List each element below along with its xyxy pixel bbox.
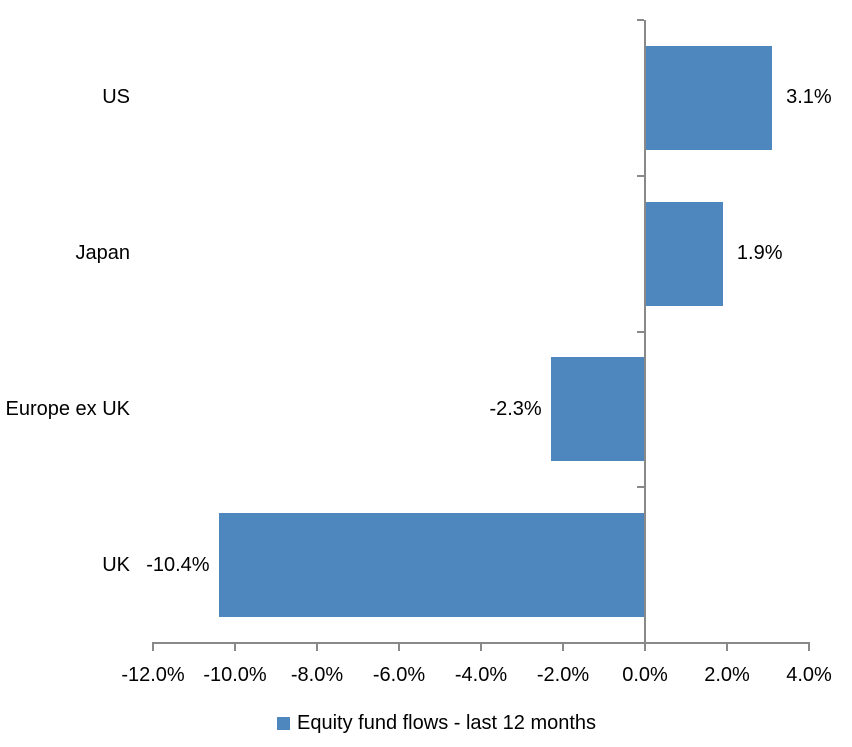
legend-marker-swatch <box>277 717 290 730</box>
bar-japan <box>645 201 723 306</box>
x-tick-label: 4.0% <box>786 664 832 686</box>
value-axis-tick <box>726 643 728 651</box>
category-axis-tick <box>637 486 644 489</box>
category-axis-tick <box>637 19 644 21</box>
value-axis-tick <box>808 643 810 651</box>
chart-legend: Equity fund flows - last 12 months <box>277 712 596 735</box>
category-axis-line <box>644 20 646 643</box>
x-tick-label: -2.0% <box>536 664 590 686</box>
x-tick-label: 2.0% <box>704 664 750 686</box>
value-axis-tick <box>480 643 482 651</box>
category-label: Japan <box>75 242 131 265</box>
bar-europe-ex-uk <box>550 357 645 462</box>
x-tick-label: -8.0% <box>290 664 344 686</box>
value-label: -2.3% <box>489 397 542 420</box>
category-label: US <box>102 86 130 109</box>
x-tick-label: -12.0% <box>121 664 185 686</box>
value-axis-tick <box>234 643 236 651</box>
bar-uk <box>218 513 645 618</box>
value-label: 3.1% <box>786 86 832 109</box>
value-axis-tick <box>398 643 400 651</box>
x-tick-label: 0.0% <box>622 664 668 686</box>
category-axis-tick <box>637 174 644 177</box>
x-tick-label: -10.0% <box>203 664 267 686</box>
x-tick-label: -6.0% <box>372 664 426 686</box>
category-label: Europe ex UK <box>5 397 130 420</box>
value-axis-tick <box>316 643 318 651</box>
value-axis-tick <box>644 643 646 651</box>
value-axis-tick <box>562 643 564 651</box>
legend-label: Equity fund flows - last 12 months <box>297 712 597 734</box>
category-label: UK <box>102 553 130 576</box>
bar-us <box>645 45 773 150</box>
value-label: -10.4% <box>146 553 210 576</box>
x-tick-label: -4.0% <box>454 664 508 686</box>
value-axis-tick <box>152 643 154 651</box>
category-axis-tick <box>637 330 644 333</box>
value-label: 1.9% <box>736 242 783 265</box>
